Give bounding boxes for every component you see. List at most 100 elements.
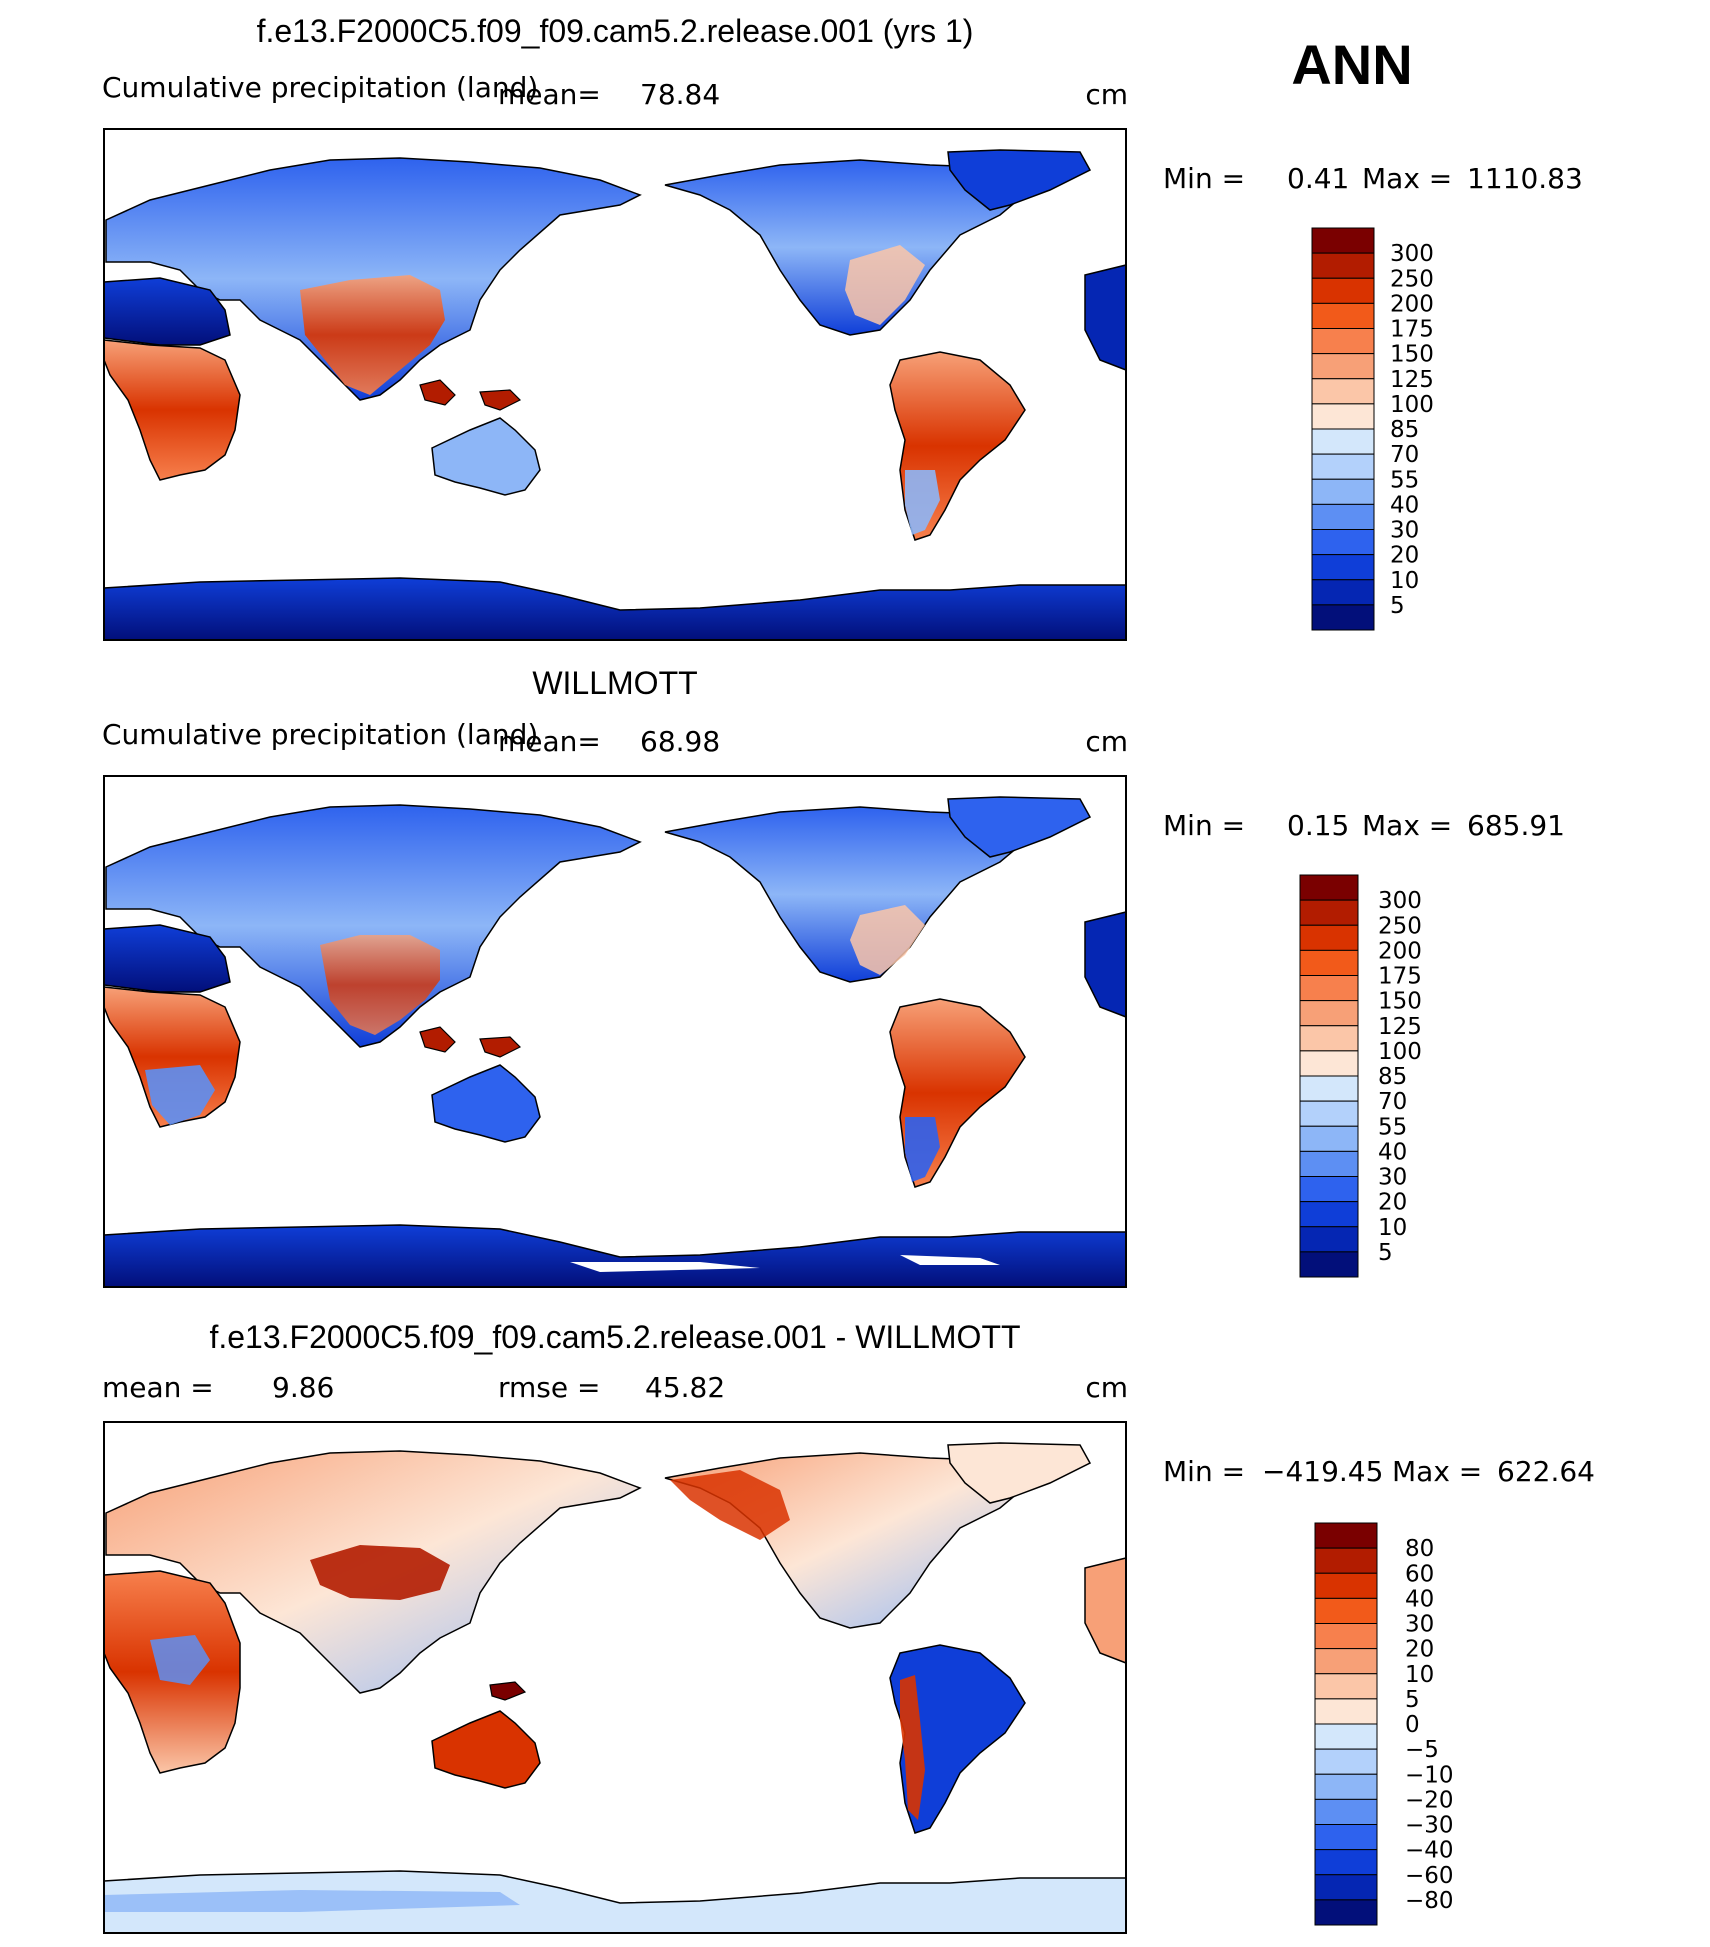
panel-difference: f.e13.F2000C5.f09_f09.cam5.2.release.001… <box>102 1319 1595 1934</box>
colorbar-tick-label: 300 <box>1390 241 1434 267</box>
panel-model-max-value: 1110.83 <box>1467 162 1583 195</box>
colorbar-swatch <box>1299 949 1359 976</box>
colorbar-tick-label: −20 <box>1405 1787 1454 1813</box>
panel-model-mean-label: mean= <box>498 78 601 111</box>
colorbar-swatch <box>1314 1849 1378 1876</box>
panel-diff-rmse-label: rmse = <box>498 1371 600 1404</box>
colorbar-tick-label: 70 <box>1390 442 1419 468</box>
panel-diff-rmse-value: 45.82 <box>645 1371 725 1404</box>
panel-diff-africa-wet <box>150 1635 210 1685</box>
colorbar-swatch <box>1311 503 1375 530</box>
colorbar-swatch <box>1299 924 1359 951</box>
panel-observations: WILLMOTT Cumulative precipitation (land)… <box>102 665 1565 1288</box>
panel-diff-map <box>103 1421 1127 1934</box>
colorbar-tick-label: 40 <box>1378 1139 1407 1165</box>
colorbar-swatch <box>1299 874 1359 901</box>
panel-diff-greenland <box>947 1442 1092 1504</box>
colorbar-swatch <box>1299 1201 1359 1228</box>
colorbar-swatch <box>1299 1025 1359 1052</box>
panel-diff-tibet <box>310 1545 450 1600</box>
colorbar-swatch <box>1311 428 1375 455</box>
colorbar-tick-label: 5 <box>1378 1240 1393 1266</box>
panel-model-title: f.e13.F2000C5.f09_f09.cam5.2.release.001… <box>257 13 974 49</box>
colorbar-swatch <box>1314 1648 1378 1675</box>
colorbar-tick-label: 55 <box>1378 1114 1407 1140</box>
panel-diff-min-label: Min = <box>1163 1455 1245 1488</box>
panel-model-maritime <box>419 379 522 411</box>
colorbar-swatch <box>1299 1125 1359 1152</box>
panel-diff-max-value: 622.64 <box>1497 1455 1595 1488</box>
colorbar-swatch <box>1299 1176 1359 1203</box>
colorbar-tick-label: 10 <box>1378 1215 1407 1241</box>
colorbar-tick-label: 40 <box>1405 1586 1434 1612</box>
colorbar-tick-label: 175 <box>1378 964 1422 990</box>
colorbar-tick-label: 70 <box>1378 1089 1407 1115</box>
colorbar-tick-label: 30 <box>1378 1165 1407 1191</box>
colorbar-swatch <box>1314 1899 1378 1926</box>
colorbar-swatch <box>1311 403 1375 430</box>
colorbar-tick-label: 10 <box>1405 1662 1434 1688</box>
colorbar-swatch <box>1311 604 1375 631</box>
panel-diff-min-value: −419.45 <box>1262 1455 1383 1488</box>
colorbar-tick-label: 150 <box>1390 342 1434 368</box>
panel-model-units: cm <box>1085 78 1128 111</box>
panel-model-asia-monsoon <box>300 275 445 395</box>
colorbar-swatch <box>1299 1226 1359 1253</box>
panel-model-sahara <box>103 277 231 346</box>
panel-obs-mean-value: 68.98 <box>640 725 720 758</box>
panel-model-frame <box>103 128 1127 641</box>
colorbar-swatch <box>1311 378 1375 405</box>
colorbar-swatch <box>1314 1824 1378 1851</box>
panel-obs-max-label: Max = <box>1362 809 1452 842</box>
colorbar-tick-label: −60 <box>1405 1863 1454 1889</box>
panel-model: f.e13.F2000C5.f09_f09.cam5.2.release.001… <box>102 13 1583 641</box>
colorbar-swatch <box>1314 1572 1378 1599</box>
panel-obs-west-edge <box>1084 911 1127 1019</box>
colorbar-tick-label: −5 <box>1405 1737 1439 1763</box>
panel-diff-antarctica-blue <box>104 1890 520 1912</box>
colorbar-swatch <box>1311 478 1375 505</box>
panel-diff-mean-label: mean = <box>102 1371 214 1404</box>
panel-diff-andes <box>900 1675 925 1820</box>
panel-diff-frame <box>103 1421 1127 1934</box>
colorbar-tick-label: 40 <box>1390 492 1419 518</box>
panel-model-min-label: Min = <box>1163 162 1245 195</box>
panel-obs-na-east <box>850 905 925 975</box>
colorbar-swatch <box>1314 1597 1378 1624</box>
colorbar-swatch <box>1299 1100 1359 1127</box>
colorbar-tick-label: 30 <box>1405 1612 1434 1638</box>
colorbar-tick-label: 20 <box>1405 1637 1434 1663</box>
colorbar-tick-label: 30 <box>1390 518 1419 544</box>
colorbar-tick-label: 85 <box>1378 1064 1407 1090</box>
colorbar-swatch <box>1299 899 1359 926</box>
colorbar-swatch <box>1314 1723 1378 1750</box>
colorbar-swatch <box>1311 252 1375 279</box>
colorbar-tick-label: 20 <box>1390 543 1419 569</box>
colorbar-tick-label: 200 <box>1378 938 1422 964</box>
colorbar-tick-label: 150 <box>1378 989 1422 1015</box>
colorbar-swatch <box>1311 328 1375 355</box>
colorbar-swatch <box>1299 1050 1359 1077</box>
panel-diff-title: f.e13.F2000C5.f09_f09.cam5.2.release.001… <box>209 1319 1020 1355</box>
panel-obs-greenland <box>947 796 1092 858</box>
panel-model-na-east <box>845 245 925 325</box>
colorbar-swatch <box>1311 277 1375 304</box>
colorbar-swatch <box>1314 1874 1378 1901</box>
colorbar-tick-label: −30 <box>1405 1813 1454 1839</box>
colorbar-tick-label: 0 <box>1405 1712 1420 1738</box>
colorbar-tick-label: 20 <box>1378 1190 1407 1216</box>
panel-diff-mean-value: 9.86 <box>272 1371 334 1404</box>
colorbar-tick-label: 85 <box>1390 417 1419 443</box>
panel-obs-title: WILLMOTT <box>532 665 697 701</box>
colorbar-swatch <box>1311 453 1375 480</box>
colorbar-swatch <box>1311 353 1375 380</box>
colorbar-tick-label: −80 <box>1405 1888 1454 1914</box>
colorbar-swatch <box>1314 1522 1378 1549</box>
colorbar-tick-label: 60 <box>1405 1561 1434 1587</box>
colorbar-swatch <box>1299 975 1359 1002</box>
colorbar-swatch <box>1314 1798 1378 1825</box>
